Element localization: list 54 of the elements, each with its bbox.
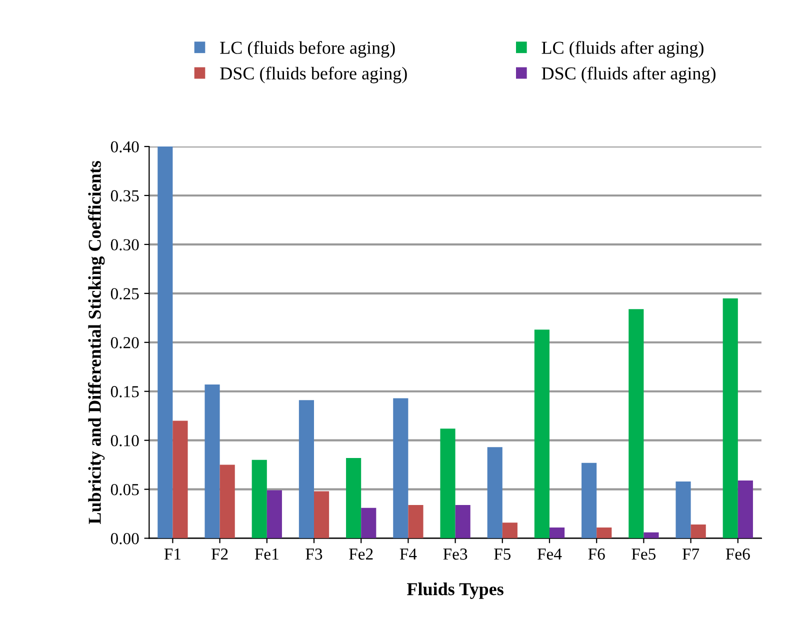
bar [158,146,173,538]
x-tick-label: Fe2 [349,548,373,560]
y-tick-label: 0.20 [110,337,139,348]
legend-label: DSC (fluids after aging) [542,66,716,84]
bar [393,398,408,538]
bar [252,460,267,538]
bar [596,527,612,538]
y-axis-title: Lubricity and Differential Sticking Coefficients [88,160,105,524]
bar [266,490,282,538]
x-tick-label: Fe4 [537,548,562,560]
legend-label: LC (fluids after aging) [542,41,704,58]
x-tick-label: F7 [682,548,700,560]
bar [408,504,424,538]
bar [550,527,565,538]
bar [346,458,362,538]
y-tick-label: 0.05 [110,484,139,496]
bar [644,532,659,538]
bar [440,428,456,538]
bar [455,504,470,538]
bar [690,524,706,538]
bar [582,462,597,538]
x-tick-label: F4 [400,548,417,560]
bar [534,330,550,538]
x-tick-label: Fe5 [632,548,656,560]
x-tick-label: F5 [494,548,511,560]
y-tick-label: 0.00 [110,532,139,544]
legend-label: DSC (fluids before aging) [220,66,407,84]
bar [676,481,691,538]
bar [502,522,518,538]
y-tick-label: 0.35 [110,190,139,202]
bar [172,420,188,538]
x-tick-label: Fe3 [443,548,468,560]
x-tick-label: Fe6 [726,548,750,560]
bar [628,309,644,538]
bar [487,447,502,538]
x-tick-label: F6 [588,548,605,560]
y-tick-label: 0.40 [110,141,139,153]
bar [220,464,235,538]
y-tick-label: 0.25 [110,288,139,300]
x-axis-title: Fluids Types [407,582,504,599]
bar [298,400,314,538]
bar [314,491,330,538]
legend-label: LC (fluids before aging) [220,41,395,58]
bar [361,508,376,538]
x-tick-label: F3 [306,548,322,560]
x-tick-label: Fe1 [254,548,278,560]
y-tick-label: 0.15 [110,386,139,398]
bar [204,384,220,538]
y-tick-label: 0.10 [110,435,139,446]
x-tick-label: F1 [164,548,180,560]
x-tick-label: F2 [211,548,228,560]
y-tick-label: 0.30 [110,239,139,250]
bar [738,480,753,538]
bar [722,298,738,538]
